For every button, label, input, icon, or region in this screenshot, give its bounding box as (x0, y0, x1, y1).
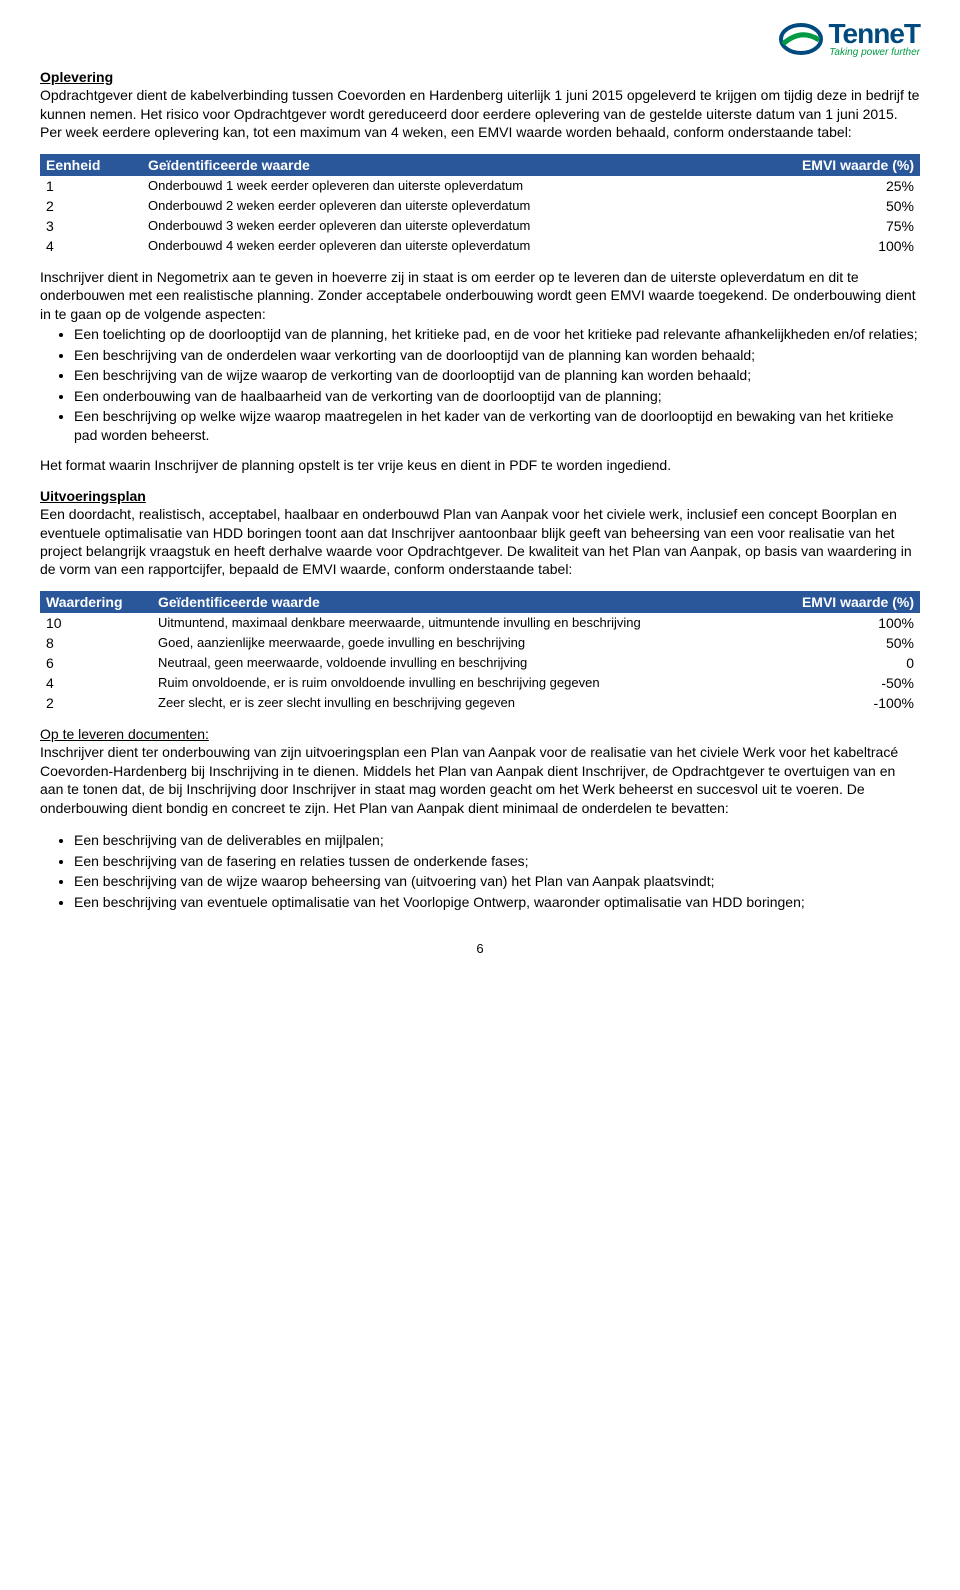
table-row: 3Onderbouwd 3 weken eerder opleveren dan… (40, 216, 920, 236)
list-item: Een beschrijving van de wijze waarop beh… (74, 872, 920, 890)
cell-waardering: 10 (40, 613, 152, 633)
col-waarde: Geïdentificeerde waarde (142, 154, 768, 176)
cell-eenheid: 3 (40, 216, 142, 236)
cell-emvi: 50% (768, 633, 920, 653)
cell-desc: Goed, aanzienlijke meerwaarde, goede inv… (152, 633, 768, 653)
page-number: 6 (40, 941, 920, 956)
logo-swoosh-icon (779, 22, 823, 56)
cell-desc: Neutraal, geen meerwaarde, voldoende inv… (152, 653, 768, 673)
list-item: Een beschrijving op welke wijze waarop m… (74, 407, 920, 444)
col-eenheid: Eenheid (40, 154, 142, 176)
middle-p2: Het format waarin Inschrijver de plannin… (40, 456, 920, 474)
uitvoeringsplan-body: Een doordacht, realistisch, acceptabel, … (40, 506, 912, 577)
docs-body: Inschrijver dient ter onderbouwing van z… (40, 744, 898, 815)
cell-waardering: 8 (40, 633, 152, 653)
uitvoeringsplan-paragraph: Uitvoeringsplan Een doordacht, realistis… (40, 487, 920, 579)
cell-waardering: 6 (40, 653, 152, 673)
cell-eenheid: 1 (40, 176, 142, 196)
cell-emvi: 0 (768, 653, 920, 673)
table-row: 1Onderbouwd 1 week eerder opleveren dan … (40, 176, 920, 196)
table-row: 6Neutraal, geen meerwaarde, voldoende in… (40, 653, 920, 673)
emvi-table-2: Waardering Geïdentificeerde waarde EMVI … (40, 591, 920, 713)
cell-desc: Onderbouwd 1 week eerder opleveren dan u… (142, 176, 768, 196)
cell-emvi: 25% (768, 176, 920, 196)
middle-bullets: Een toelichting op de doorlooptijd van d… (40, 325, 920, 444)
logo-area: TenneT Taking power further (40, 20, 920, 58)
cell-waardering: 4 (40, 673, 152, 693)
oplevering-paragraph: Oplevering Opdrachtgever dient de kabelv… (40, 68, 920, 142)
cell-emvi: -50% (768, 673, 920, 693)
table-row: 10Uitmuntend, maximaal denkbare meerwaar… (40, 613, 920, 633)
cell-eenheid: 2 (40, 196, 142, 216)
cell-emvi: -100% (768, 693, 920, 713)
col-emvi: EMVI waarde (%) (768, 154, 920, 176)
docs-paragraph: Op te leveren documenten: Inschrijver di… (40, 725, 920, 817)
list-item: Een beschrijving van de fasering en rela… (74, 852, 920, 870)
cell-desc: Onderbouwd 2 weken eerder opleveren dan … (142, 196, 768, 216)
uitvoeringsplan-title: Uitvoeringsplan (40, 488, 146, 504)
list-item: Een onderbouwing van de haalbaarheid van… (74, 387, 920, 405)
cell-desc: Ruim onvoldoende, er is ruim onvoldoende… (152, 673, 768, 693)
list-item: Een beschrijving van de deliverables en … (74, 831, 920, 849)
docs-bullets: Een beschrijving van de deliverables en … (40, 831, 920, 911)
cell-eenheid: 4 (40, 236, 142, 256)
cell-emvi: 50% (768, 196, 920, 216)
col-waarde2: Geïdentificeerde waarde (152, 591, 768, 613)
docs-title: Op te leveren documenten: (40, 726, 209, 742)
emvi-table-1: Eenheid Geïdentificeerde waarde EMVI waa… (40, 154, 920, 256)
list-item: Een beschrijving van eventuele optimalis… (74, 893, 920, 911)
table-row: 2Zeer slecht, er is zeer slecht invullin… (40, 693, 920, 713)
cell-desc: Zeer slecht, er is zeer slecht invulling… (152, 693, 768, 713)
list-item: Een beschrijving van de wijze waarop de … (74, 366, 920, 384)
list-item: Een beschrijving van de onderdelen waar … (74, 346, 920, 364)
table-header-row: Eenheid Geïdentificeerde waarde EMVI waa… (40, 154, 920, 176)
cell-waardering: 2 (40, 693, 152, 713)
middle-p1: Inschrijver dient in Negometrix aan te g… (40, 268, 920, 323)
document-page: TenneT Taking power further Oplevering O… (20, 0, 940, 996)
cell-emvi: 100% (768, 236, 920, 256)
cell-desc: Onderbouwd 4 weken eerder opleveren dan … (142, 236, 768, 256)
logo-brand: TenneT (829, 20, 920, 48)
table1-body: 1Onderbouwd 1 week eerder opleveren dan … (40, 176, 920, 256)
table-row: 4Onderbouwd 4 weken eerder opleveren dan… (40, 236, 920, 256)
logo-text: TenneT Taking power further (829, 20, 920, 58)
oplevering-body: Opdrachtgever dient de kabelverbinding t… (40, 87, 919, 140)
col-emvi2: EMVI waarde (%) (768, 591, 920, 613)
logo-tagline: Taking power further (829, 48, 920, 58)
table-row: 8Goed, aanzienlijke meerwaarde, goede in… (40, 633, 920, 653)
list-item: Een toelichting op de doorlooptijd van d… (74, 325, 920, 343)
cell-desc: Onderbouwd 3 weken eerder opleveren dan … (142, 216, 768, 236)
cell-emvi: 100% (768, 613, 920, 633)
oplevering-title: Oplevering (40, 69, 113, 85)
table2-body: 10Uitmuntend, maximaal denkbare meerwaar… (40, 613, 920, 713)
cell-desc: Uitmuntend, maximaal denkbare meerwaarde… (152, 613, 768, 633)
table-row: 2Onderbouwd 2 weken eerder opleveren dan… (40, 196, 920, 216)
tennet-logo: TenneT Taking power further (779, 20, 920, 58)
table-row: 4Ruim onvoldoende, er is ruim onvoldoend… (40, 673, 920, 693)
table-header-row: Waardering Geïdentificeerde waarde EMVI … (40, 591, 920, 613)
col-waardering: Waardering (40, 591, 152, 613)
cell-emvi: 75% (768, 216, 920, 236)
